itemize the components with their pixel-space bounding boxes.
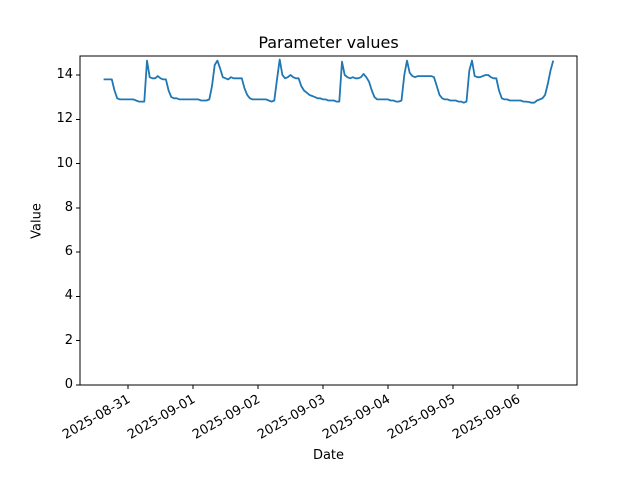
- plot-area: [79, 55, 578, 386]
- y-axis-label: Value: [29, 203, 45, 239]
- tick-marks: [76, 74, 519, 389]
- data-line: [103, 58, 555, 104]
- chart-title: Parameter values: [258, 33, 399, 52]
- x-axis-label: Date: [312, 448, 345, 463]
